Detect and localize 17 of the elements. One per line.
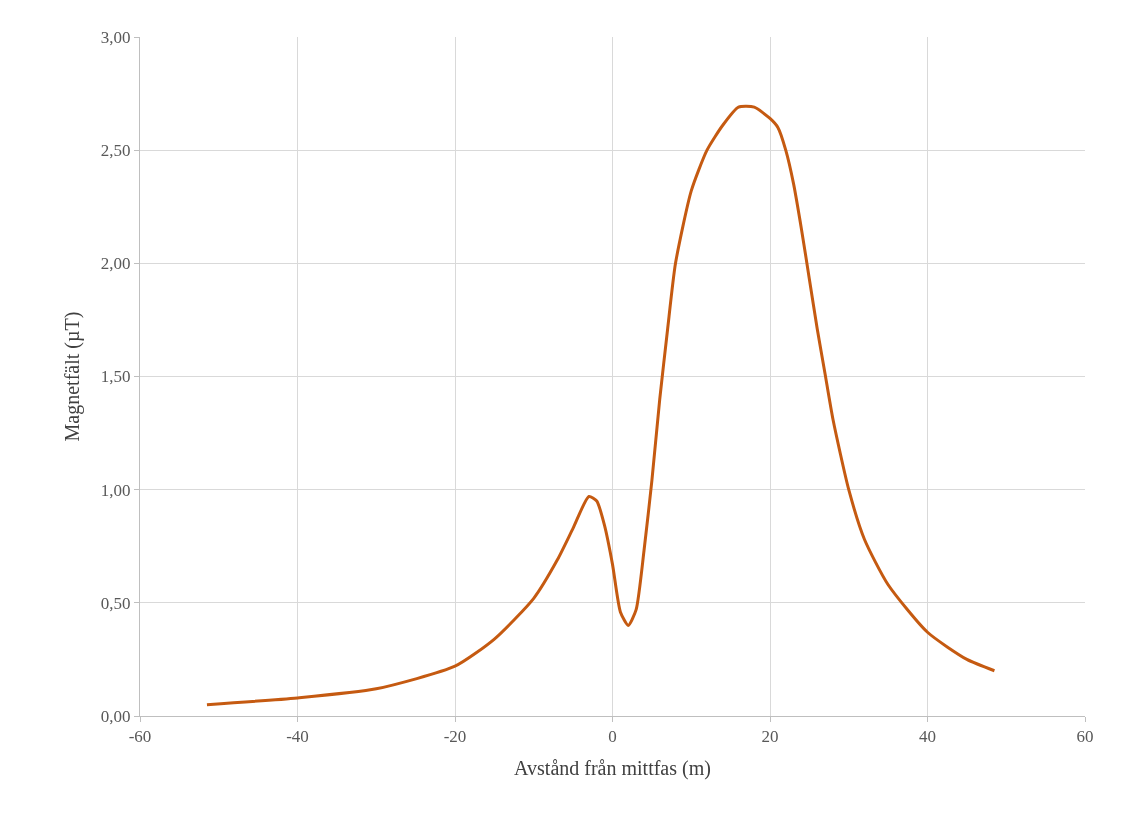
- x-axis-title: Avstånd från mittfas (m): [514, 756, 711, 780]
- x-tick-label: 0: [608, 727, 617, 747]
- y-tick-label: 0,50: [100, 593, 131, 613]
- y-tick-label: 2,00: [100, 254, 131, 274]
- y-tick-label: 3,00: [100, 27, 131, 47]
- line-series: [205, 105, 996, 707]
- x-tick-label: -60: [128, 727, 152, 747]
- x-tick-label: 60: [1076, 727, 1094, 747]
- y-axis-title: Magnetfält (µT): [61, 311, 85, 442]
- y-tick-label: 1,00: [100, 480, 131, 500]
- y-tick-label: 1,50: [100, 367, 131, 387]
- y-tick-label: 0,00: [100, 706, 131, 726]
- x-tick-label: 20: [761, 727, 779, 747]
- x-tick-label: -40: [286, 727, 309, 747]
- x-tick-label: -20: [443, 727, 467, 747]
- y-tick-label: 2,50: [100, 141, 131, 161]
- x-tick-label: 40: [919, 727, 936, 747]
